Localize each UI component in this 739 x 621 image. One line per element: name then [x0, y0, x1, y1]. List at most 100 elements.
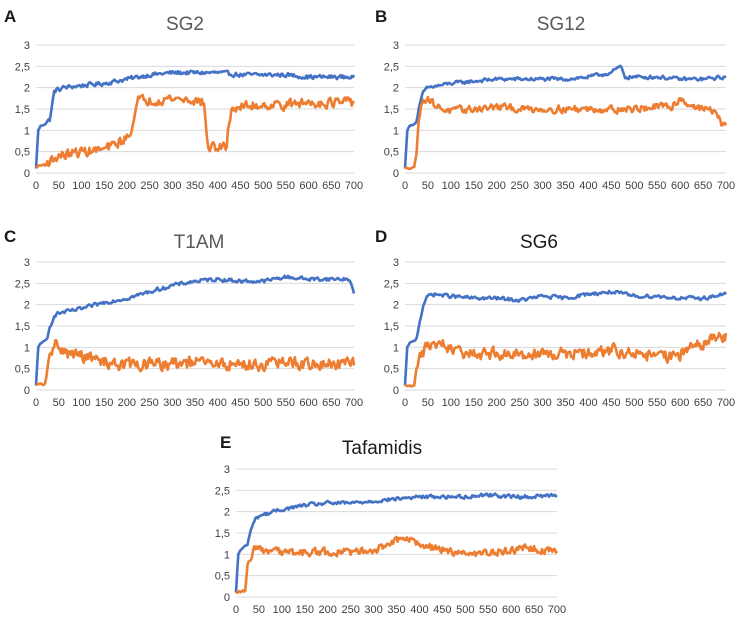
x-tick-label: 50 — [422, 180, 434, 192]
x-tick-label: 300 — [533, 397, 551, 409]
x-tick-label: 400 — [579, 180, 597, 192]
y-tick-label: 2 — [393, 83, 399, 95]
series-line-blue — [34, 69, 356, 169]
y-tick-label: 1,5 — [215, 528, 230, 540]
panel-letter-e: E — [220, 433, 231, 452]
x-tick-label: 650 — [322, 180, 340, 192]
chart-panel-e: E Tafamidis 0 0,5 1 1,5 2 2,5 3 0 50 100 150 200 250 30… — [215, 433, 566, 616]
y-tick-label: 1 — [224, 549, 230, 561]
x-tick-label: 350 — [186, 397, 204, 409]
y-tick-label: 1,5 — [384, 104, 399, 116]
y-tick-label: 2,5 — [384, 61, 399, 73]
x-tick-label: 100 — [442, 180, 460, 192]
y-tick-label: 0,5 — [215, 571, 230, 583]
x-tick-label: 50 — [53, 397, 65, 409]
series-line-orange — [235, 535, 559, 595]
x-tick-label: 50 — [253, 604, 265, 616]
x-tick-label: 250 — [341, 604, 359, 616]
x-tick-label: 700 — [345, 180, 363, 192]
x-tick-label: 50 — [53, 180, 65, 192]
x-tick-label: 500 — [254, 397, 272, 409]
x-tick-label: 500 — [456, 604, 474, 616]
x-tick-label: 150 — [296, 604, 314, 616]
x-tick-label: 600 — [299, 397, 317, 409]
x-tick-label: 600 — [671, 180, 689, 192]
y-tick-label: 0 — [24, 385, 30, 397]
series-line-orange — [404, 331, 728, 388]
chart-title: SG12 — [537, 14, 586, 35]
x-tick-label: 200 — [488, 180, 506, 192]
x-tick-label: 150 — [95, 180, 113, 192]
series-line-orange — [404, 95, 728, 171]
x-tick-label: 550 — [479, 604, 497, 616]
x-tick-label: 200 — [118, 397, 136, 409]
y-tick-label: 2 — [24, 300, 30, 312]
x-tick-label: 600 — [671, 397, 689, 409]
chart-panel-c: C T1AM 0 0,5 1 1,5 2 2,5 3 0 50 100 150 200 250 300 350 4… — [4, 227, 363, 409]
y-tick-label: 2 — [24, 83, 30, 95]
x-tick-label: 650 — [694, 180, 712, 192]
x-tick-label: 300 — [163, 180, 181, 192]
x-tick-label: 0 — [233, 604, 239, 616]
y-tick-label: 2,5 — [384, 278, 399, 290]
y-tick-label: 1 — [393, 342, 399, 354]
y-tick-label: 0,5 — [384, 147, 399, 159]
x-tick-label: 700 — [717, 397, 735, 409]
y-tick-label: 1,5 — [15, 104, 30, 116]
y-tick-label: 3 — [393, 257, 399, 269]
y-tick-label: 2,5 — [215, 485, 230, 497]
chart-title: T1AM — [174, 232, 225, 253]
x-tick-label: 400 — [579, 397, 597, 409]
y-tick-label: 2 — [393, 300, 399, 312]
x-tick-label: 100 — [72, 397, 90, 409]
x-tick-label: 400 — [209, 180, 227, 192]
y-tick-label: 0 — [24, 168, 30, 180]
x-tick-label: 200 — [319, 604, 337, 616]
x-tick-label: 350 — [556, 180, 574, 192]
x-tick-label: 350 — [556, 397, 574, 409]
panel-letter-b: B — [375, 7, 387, 26]
y-tick-label: 3 — [224, 464, 230, 476]
x-tick-label: 700 — [345, 397, 363, 409]
x-tick-label: 0 — [402, 180, 408, 192]
chart-panel-b: B SG12 0 0,5 1 1,5 2 2,5 3 0 50 100 150 200 250 300 350 4… — [375, 7, 735, 192]
x-tick-label: 150 — [95, 397, 113, 409]
chart-title: SG2 — [166, 14, 204, 35]
x-tick-label: 400 — [209, 397, 227, 409]
y-tick-label: 1 — [24, 125, 30, 137]
x-tick-label: 0 — [402, 397, 408, 409]
x-tick-label: 300 — [163, 397, 181, 409]
x-tick-label: 700 — [548, 604, 566, 616]
chart-title: SG6 — [520, 232, 558, 253]
y-tick-label: 3 — [24, 257, 30, 269]
x-tick-label: 300 — [533, 180, 551, 192]
x-tick-label: 500 — [254, 180, 272, 192]
x-tick-label: 500 — [625, 180, 643, 192]
series-line-blue — [403, 64, 727, 169]
y-tick-label: 0,5 — [15, 364, 30, 376]
x-tick-label: 450 — [433, 604, 451, 616]
x-tick-label: 450 — [231, 397, 249, 409]
x-tick-label: 650 — [694, 397, 712, 409]
series-line-orange — [35, 338, 356, 387]
y-tick-label: 3 — [393, 40, 399, 52]
x-tick-label: 250 — [140, 397, 158, 409]
x-tick-label: 0 — [33, 397, 39, 409]
panel-letter-a: A — [4, 7, 16, 26]
y-tick-label: 0,5 — [384, 364, 399, 376]
y-tick-label: 0 — [224, 592, 230, 604]
x-tick-label: 50 — [422, 397, 434, 409]
x-tick-label: 200 — [488, 397, 506, 409]
chart-panel-d: D SG6 0 0,5 1 1,5 2 2,5 3 0 50 100 150 200 250 300 350 40… — [375, 227, 735, 409]
y-tick-label: 0 — [393, 385, 399, 397]
x-tick-label: 100 — [72, 180, 90, 192]
x-tick-label: 250 — [510, 397, 528, 409]
x-tick-label: 550 — [277, 180, 295, 192]
series-line-blue — [34, 274, 356, 386]
panel-letter-c: C — [4, 227, 16, 246]
y-tick-label: 2,5 — [15, 61, 30, 73]
y-tick-label: 1,5 — [384, 321, 399, 333]
x-tick-label: 100 — [273, 604, 291, 616]
x-tick-label: 400 — [410, 604, 428, 616]
